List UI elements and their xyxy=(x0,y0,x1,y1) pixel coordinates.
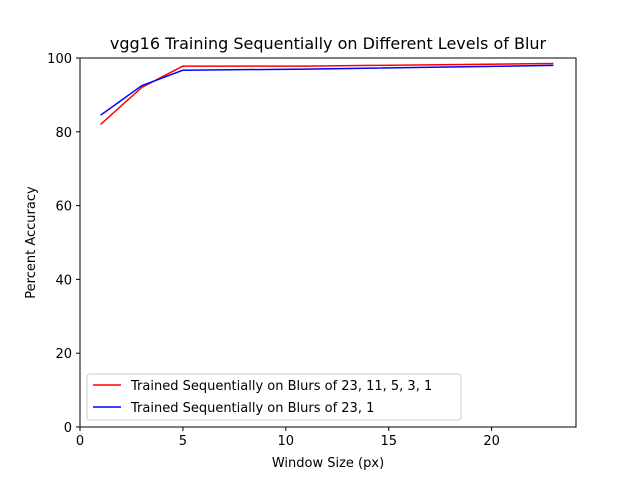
series-line-2 xyxy=(100,64,554,116)
legend-label-series-2: Trained Sequentially on Blurs of 23, 1 xyxy=(130,401,374,416)
x-axis-label: Window Size (px) xyxy=(272,456,384,471)
x-tick-label: 15 xyxy=(380,434,397,449)
y-tick-label: 20 xyxy=(55,347,72,362)
legend-frame xyxy=(86,373,462,421)
chart-title: vgg16 Training Sequentially on Different… xyxy=(110,34,547,53)
legend: Trained Sequentially on Blurs of 23, 11,… xyxy=(86,373,462,421)
x-tick-label: 10 xyxy=(278,434,295,449)
y-tick-label: 0 xyxy=(64,421,72,436)
legend-label-series-1: Trained Sequentially on Blurs of 23, 11,… xyxy=(130,379,432,394)
y-axis-label: Percent Accuracy xyxy=(24,186,39,299)
plot-frame xyxy=(79,57,577,428)
y-axis: 0 20 40 60 80 100 xyxy=(47,52,80,436)
y-tick-label: 60 xyxy=(55,200,72,215)
series-layer xyxy=(100,62,554,125)
y-tick-label: 100 xyxy=(47,52,72,67)
y-tick-label: 80 xyxy=(55,126,72,141)
x-tick-label: 0 xyxy=(76,434,84,449)
x-axis: 0 5 10 15 20 xyxy=(76,427,500,449)
x-tick-label: 20 xyxy=(483,434,500,449)
y-tick-label: 40 xyxy=(55,273,72,288)
x-tick-label: 5 xyxy=(179,434,187,449)
series-line-1 xyxy=(100,62,554,125)
